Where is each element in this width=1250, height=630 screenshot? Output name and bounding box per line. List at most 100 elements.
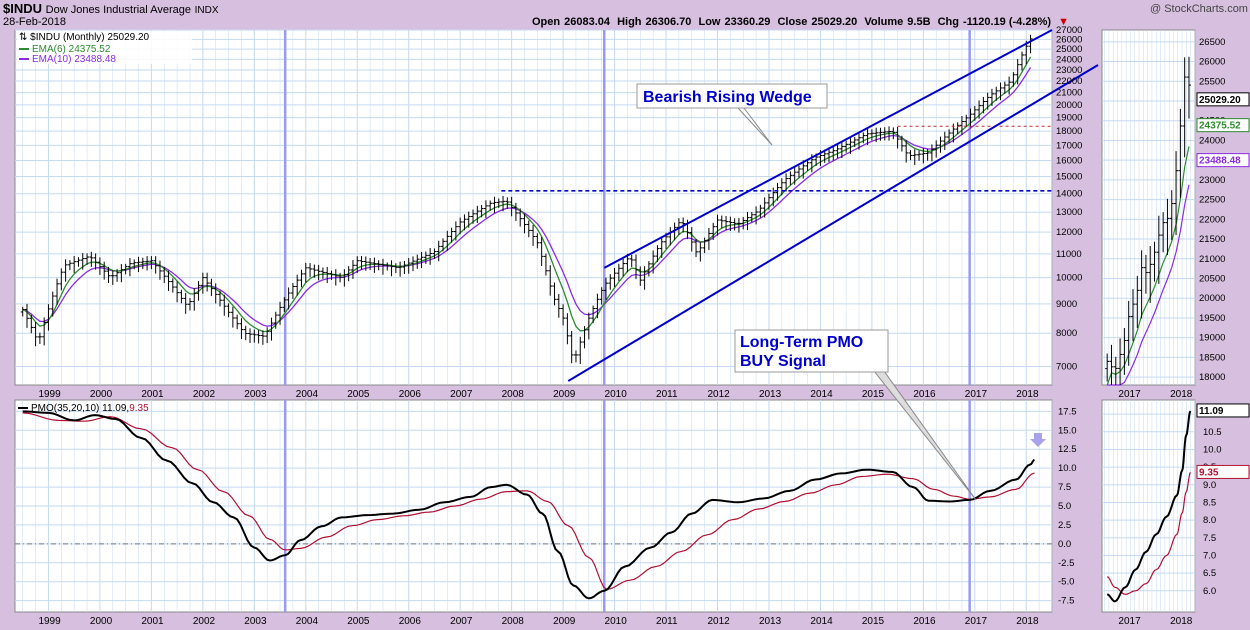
pmo-callout-line2: BUY Signal [740,353,826,370]
inset-price-tick-label: 20000 [1199,293,1225,304]
year-tick-label: 2017 [965,389,988,400]
price-tick-label: 26000 [1056,34,1082,45]
legend-ema10: EMA(10) 23488.48 [32,54,116,65]
signal-badge-box [1196,464,1250,479]
wedge-callout-text: Bearish Rising Wedge [643,89,812,106]
inset-price-tick-label: 25500 [1199,76,1225,87]
inset-price-tick-label: 22500 [1199,195,1225,206]
index-name: Dow Jones Industrial Average [45,4,191,16]
year-tick-label: 2012 [707,616,730,627]
price-tick-label: 10000 [1056,273,1082,284]
pmo-badge: 11.09 [1196,403,1250,418]
close-badge-text: 25029.20 [1199,95,1241,106]
inset-price-tick-label: 23000 [1199,175,1225,186]
ema10-badge: 23488.48 [1196,153,1250,168]
inset-pmo-tick-label: 8.5 [1203,497,1216,508]
wedge-callout-box [636,83,828,109]
year-tick-label: 2006 [399,616,422,627]
inset-price-tick-label: 24000 [1199,135,1225,146]
pmo-callout: Long-Term PMO BUY Signal [734,329,889,373]
year-tick-label: 2016 [913,616,936,627]
exchange: INDX [194,5,219,16]
down-arrow-icon [1030,433,1046,447]
pmo-tick-label: -7.5 [1058,596,1074,607]
year-tick-label: 2002 [193,616,216,627]
year-tick-label: 2014 [810,389,833,400]
year-tick-label: 2016 [913,389,936,400]
volume-value: 9.5B [907,16,931,28]
price-tick-label: 14000 [1056,189,1082,200]
price-tick-label: 24000 [1056,54,1082,65]
close-value: 25029.20 [811,16,858,28]
signal-badge: 9.35 [1196,464,1250,479]
year-tick-label: 2013 [759,389,782,400]
year-tick-label: 2005 [347,389,370,400]
low-label: Low [698,16,721,28]
inset-year-label: 2018 [1170,389,1193,400]
price-tick-label: 21000 [1056,88,1082,99]
legend-pmo: PMO(35,20,10) 11.09, [31,403,129,414]
volume-label: Volume [864,16,904,28]
pmo-line [22,410,1035,600]
inset-price-tick-label: 26000 [1199,57,1225,68]
inset-year-label: 2017 [1118,389,1141,400]
year-tick-label: 2013 [759,616,782,627]
inset-year-label: 2018 [1170,616,1193,627]
open-label: Open [532,16,561,28]
inset-pmo-tick-label: 7.5 [1203,533,1216,544]
price-tick-label: 15000 [1056,172,1082,183]
legend-pmo-signal: 9.35 [129,403,149,414]
pmo-tick-label: 17.5 [1058,406,1077,417]
signal-badge-text: 9.35 [1199,467,1219,478]
price-tick-label: 9000 [1056,299,1077,310]
close-badge: 25029.20 [1196,92,1250,107]
watermark: @ StockCharts.com [1150,3,1248,15]
price-tick-label: 8000 [1056,328,1077,339]
legend-bg [17,31,192,64]
inset-price-tick-label: 22000 [1199,214,1225,225]
ema10-badge-box [1196,153,1250,168]
year-tick-label: 2018 [1016,616,1039,627]
inset-pmo-line [1106,410,1192,603]
pmo-grid [15,410,1052,602]
ema10-line [22,67,1032,327]
high-label: High [617,16,642,28]
inset-year-label: 2017 [1118,616,1141,627]
inset-price-tick-label: 20500 [1199,274,1225,285]
year-tick-label: 2015 [862,389,885,400]
chg-value: -1120.19 (-4.28%) [962,16,1052,28]
year-tick-label: 2009 [553,389,576,400]
pmo-badge-text: 11.09 [1199,406,1224,417]
year-tick-label: 2007 [450,389,473,400]
pmo-tick-label: 15.0 [1058,425,1077,436]
pmo-tick-label: 7.5 [1058,482,1071,493]
year-tick-label: 2001 [141,389,164,400]
low-value: 23360.29 [724,16,771,28]
year-tick-label: 2000 [90,616,113,627]
inset-price-panel [1101,29,1196,386]
inset-pmo-tick-label: 6.0 [1203,586,1216,597]
wedge-lower-line [567,64,1099,382]
year-tick-label: 2015 [862,616,885,627]
open-value: 26083.04 [564,16,611,28]
pmo-signal-line [22,412,1035,590]
year-tick-label: 2001 [141,616,164,627]
year-tick-label: 2008 [502,616,525,627]
price-panel [14,29,1053,386]
down-arrow-icon: ▼ [1058,16,1069,28]
inset-pmo-tick-label: 10.5 [1203,427,1222,438]
chg-label: Chg [937,16,959,28]
price-bars [20,34,1033,364]
inset-price-tick-label: 18000 [1199,372,1225,383]
ohlc-readout: Open 26083.04 High 26306.70 Low 23360.29 Cl… [532,16,1073,28]
ema6-badge: 24375.52 [1196,118,1250,133]
pmo-tick-label: 10.0 [1058,463,1077,474]
chart-date: 28-Feb-2018 [3,16,66,28]
price-tick-label: 13000 [1056,207,1082,218]
price-tick-label: 27000 [1056,25,1082,36]
year-tick-label: 2000 [90,389,113,400]
year-tick-label: 2010 [605,389,628,400]
inset-price-tick-label: 26500 [1199,37,1225,48]
